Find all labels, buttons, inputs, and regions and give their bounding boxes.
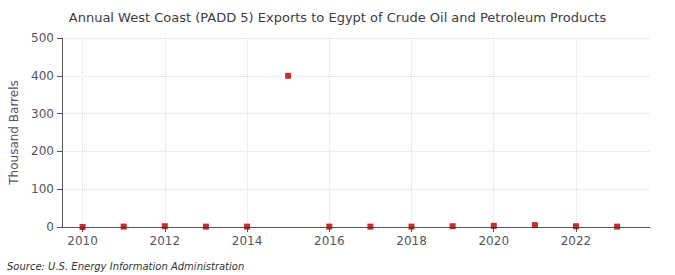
svg-text:Annual West Coast (PADD 5) Exp: Annual West Coast (PADD 5) Exports to Eg… <box>69 10 607 25</box>
svg-text:2012: 2012 <box>150 234 181 248</box>
svg-text:Source: U.S. Energy Informatio: Source: U.S. Energy Information Administ… <box>7 261 244 272</box>
svg-text:Thousand Barrels: Thousand Barrels <box>7 80 21 185</box>
svg-text:100: 100 <box>31 182 54 196</box>
svg-text:0: 0 <box>46 220 54 234</box>
svg-text:2016: 2016 <box>314 234 345 248</box>
svg-text:2010: 2010 <box>67 234 98 248</box>
svg-text:300: 300 <box>31 107 54 121</box>
svg-text:400: 400 <box>31 69 54 83</box>
svg-text:2014: 2014 <box>232 234 263 248</box>
svg-text:2022: 2022 <box>561 234 592 248</box>
svg-text:2020: 2020 <box>478 234 509 248</box>
svg-text:2018: 2018 <box>396 234 427 248</box>
svg-text:500: 500 <box>31 31 54 45</box>
svg-text:200: 200 <box>31 144 54 158</box>
